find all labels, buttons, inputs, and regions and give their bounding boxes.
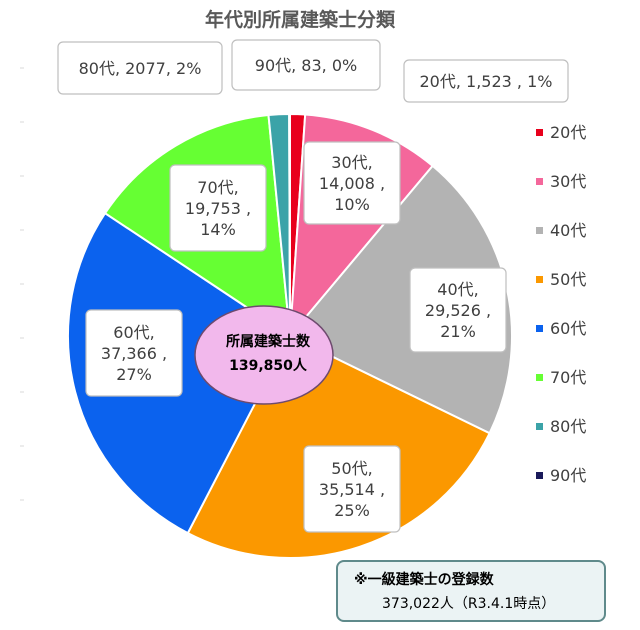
legend-swatch-80代 bbox=[536, 423, 543, 430]
legend-swatch-90代 bbox=[536, 472, 543, 479]
data-label-text: 10% bbox=[334, 195, 370, 214]
data-label-text: 50代, bbox=[331, 459, 372, 478]
center-title: 所属建築士数 bbox=[226, 333, 311, 350]
data-label-box bbox=[403, 59, 569, 103]
data-label-box bbox=[85, 309, 183, 397]
data-label-text: 19,753 , bbox=[185, 199, 251, 218]
data-label-box bbox=[303, 141, 401, 225]
note-line-2: 373,022人（R3.4.1時点） bbox=[382, 596, 556, 612]
legend-label-70代: 70代 bbox=[550, 368, 586, 387]
data-label-40代: 40代, 29,526 , 21% bbox=[409, 267, 507, 353]
data-label-text: 14% bbox=[200, 220, 236, 239]
data-label-box bbox=[409, 267, 507, 353]
data-label-70代: 70代, 19,753 , 14% bbox=[169, 164, 267, 252]
data-label-80代: 80代, 2077, 2% bbox=[57, 41, 223, 95]
chart-title: 年代別所属建築士分類 bbox=[205, 8, 396, 31]
data-label-box bbox=[57, 41, 223, 95]
data-label-box bbox=[303, 445, 401, 533]
data-label-text: 27% bbox=[116, 365, 152, 384]
axis-ticks bbox=[20, 67, 24, 501]
legend-label-20代: 20代 bbox=[550, 123, 586, 142]
legend-swatch-40代 bbox=[536, 227, 543, 234]
pie-slice-90代 bbox=[288, 112, 291, 337]
legend: 20代 30代 40代 50代 60代 70代 80代 90代 bbox=[536, 123, 586, 485]
legend-label-80代: 80代 bbox=[550, 417, 586, 436]
pie-slice-40代 bbox=[288, 164, 513, 435]
data-label-text: 40代, bbox=[437, 280, 478, 299]
legend-swatch-60代 bbox=[536, 325, 543, 332]
data-label-text: 90代, 83, 0% bbox=[255, 56, 357, 75]
data-label-90代: 90代, 83, 0% bbox=[231, 39, 381, 91]
legend-label-50代: 50代 bbox=[550, 270, 586, 289]
data-label-30代: 30代, 14,008 , 10% bbox=[303, 141, 401, 225]
data-label-box bbox=[231, 39, 381, 91]
legend-label-40代: 40代 bbox=[550, 221, 586, 240]
legend-swatch-70代 bbox=[536, 374, 543, 381]
legend-label-60代: 60代 bbox=[550, 319, 586, 338]
data-label-text: 37,366 , bbox=[101, 344, 167, 363]
center-value: 139,850人 bbox=[229, 357, 308, 374]
data-labels: 20代, 1,523 , 1% 30代, 14,008 , 10% 40代, 29,526… bbox=[57, 39, 569, 533]
center-ellipse bbox=[194, 305, 334, 405]
center-label: 所属建築士数 139,850人 bbox=[194, 305, 334, 405]
data-label-text: 20代, 1,523 , 1% bbox=[420, 72, 553, 91]
data-label-text: 25% bbox=[334, 501, 370, 520]
note-line-1: ※一級建築士の登録数 bbox=[354, 572, 494, 588]
legend-swatch-20代 bbox=[536, 129, 543, 136]
data-label-text: 35,514 , bbox=[319, 480, 385, 499]
legend-label-30代: 30代 bbox=[550, 172, 586, 191]
data-label-text: 70代, bbox=[197, 178, 238, 197]
data-label-text: 29,526 , bbox=[425, 301, 491, 320]
data-label-text: 21% bbox=[440, 322, 476, 341]
legend-label-90代: 90代 bbox=[550, 466, 586, 485]
data-label-text: 80代, 2077, 2% bbox=[79, 59, 202, 78]
legend-swatch-50代 bbox=[536, 276, 543, 283]
data-label-60代: 60代, 37,366 , 27% bbox=[85, 309, 183, 397]
data-label-box bbox=[169, 164, 267, 252]
registration-note: ※一級建築士の登録数 373,022人（R3.4.1時点） bbox=[336, 560, 606, 622]
legend-swatch-30代 bbox=[536, 178, 543, 185]
data-label-text: 30代, bbox=[331, 153, 372, 172]
data-label-50代: 50代, 35,514 , 25% bbox=[303, 445, 401, 533]
data-label-text: 14,008 , bbox=[319, 174, 385, 193]
data-label-text: 60代, bbox=[113, 323, 154, 342]
data-label-20代: 20代, 1,523 , 1% bbox=[403, 59, 569, 103]
